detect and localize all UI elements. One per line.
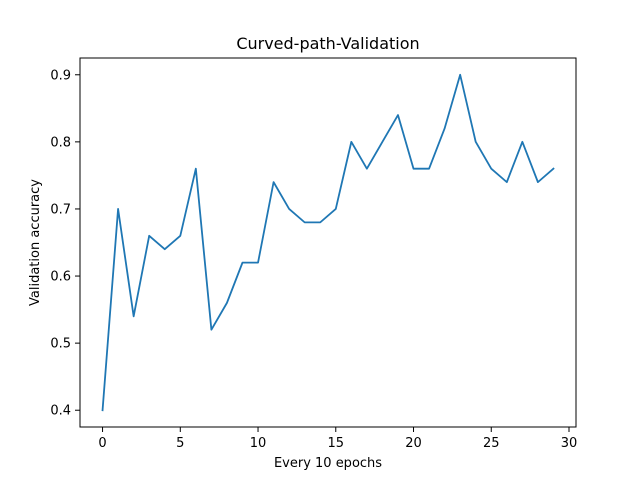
chart-title: Curved-path-Validation	[236, 34, 419, 53]
y-tick-label: 0.7	[50, 202, 71, 217]
x-axis-label: Every 10 epochs	[274, 456, 382, 471]
x-tick-label: 10	[250, 436, 267, 451]
series-line	[101, 73, 555, 412]
y-tick-label: 0.5	[50, 337, 71, 352]
plot-frame	[79, 57, 577, 428]
x-tick-label: 20	[405, 436, 422, 451]
x-tick-label: 30	[561, 436, 578, 451]
y-tick-label: 0.9	[50, 68, 71, 83]
x-tick-label: 5	[176, 436, 184, 451]
x-axis-ticks: 0 5 10 15 20 25 30	[98, 427, 577, 451]
y-axis-ticks: 0.4 0.5 0.6 0.7 0.8 0.9	[50, 68, 80, 419]
x-tick-label: 25	[483, 436, 500, 451]
y-axis-label: Validation accuracy	[28, 179, 43, 306]
y-tick-label: 0.8	[50, 135, 71, 150]
x-tick-label: 0	[98, 436, 106, 451]
y-tick-label: 0.4	[50, 404, 71, 419]
x-tick-label: 15	[328, 436, 345, 451]
y-tick-label: 0.6	[50, 270, 71, 285]
series-group	[101, 73, 555, 412]
